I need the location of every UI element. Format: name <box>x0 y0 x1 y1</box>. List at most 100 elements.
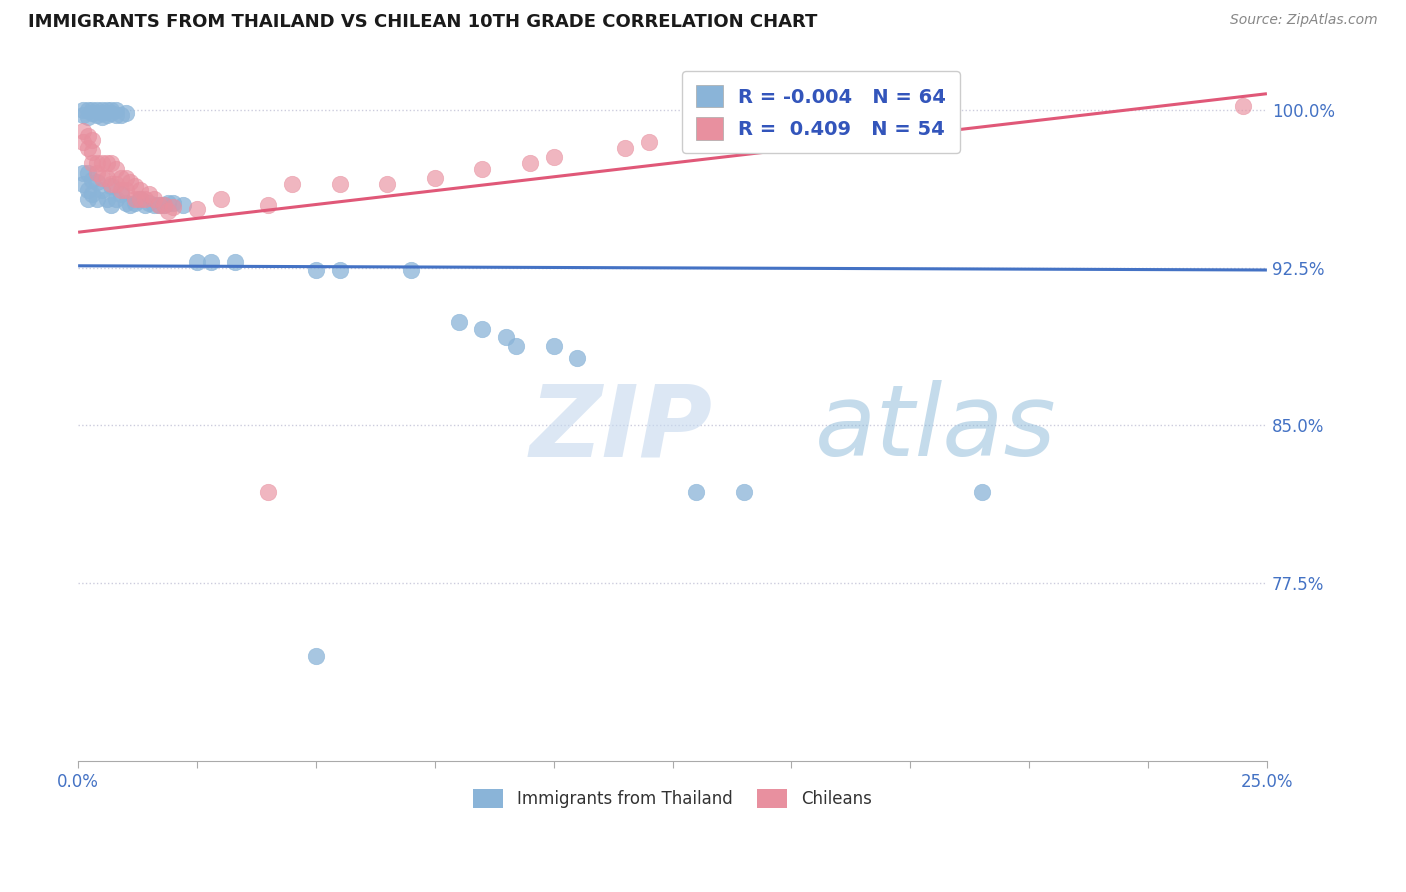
Point <box>281 177 304 191</box>
Point <box>124 192 146 206</box>
Point <box>96 103 118 118</box>
Point <box>685 128 707 143</box>
Point <box>105 162 128 177</box>
Point <box>76 103 98 118</box>
Point <box>110 187 132 202</box>
Point <box>152 198 174 212</box>
Point <box>76 141 98 155</box>
Point <box>148 198 170 212</box>
Point <box>82 103 104 118</box>
Point <box>152 198 174 212</box>
Point <box>828 114 851 128</box>
Point <box>100 179 122 194</box>
Point <box>898 103 921 118</box>
Point <box>114 195 136 210</box>
Point <box>96 192 118 206</box>
Point <box>129 192 152 206</box>
Point <box>82 187 104 202</box>
Point <box>138 187 160 202</box>
Point <box>970 485 993 500</box>
Point <box>90 170 112 185</box>
Point <box>495 330 517 344</box>
Point <box>114 170 136 185</box>
Point <box>157 204 180 219</box>
Point <box>72 124 94 138</box>
Point <box>96 170 118 185</box>
Point <box>129 192 152 206</box>
Point <box>162 200 184 214</box>
Point <box>134 198 156 212</box>
Point <box>637 135 659 149</box>
Point <box>105 192 128 206</box>
Point <box>399 263 422 277</box>
Point <box>72 166 94 180</box>
Point <box>733 124 755 138</box>
Point <box>72 108 94 122</box>
Point <box>447 315 470 329</box>
Point <box>471 322 494 336</box>
Point <box>124 179 146 194</box>
Point <box>143 192 166 206</box>
Point <box>86 103 108 118</box>
Point <box>86 156 108 170</box>
Point <box>543 338 565 352</box>
Point <box>72 177 94 191</box>
Point <box>780 120 803 135</box>
Point <box>186 202 208 216</box>
Point <box>209 192 232 206</box>
Point <box>82 156 104 170</box>
Point <box>76 166 98 180</box>
Point <box>876 108 898 122</box>
Point <box>86 108 108 122</box>
Point <box>613 141 636 155</box>
Point <box>114 183 136 197</box>
Text: ZIP: ZIP <box>530 380 713 477</box>
Point <box>72 135 94 149</box>
Point <box>82 105 104 120</box>
Point <box>922 102 945 116</box>
Point <box>1232 99 1254 113</box>
Point <box>120 198 142 212</box>
Point <box>172 198 194 212</box>
Point <box>105 108 128 122</box>
Point <box>100 156 122 170</box>
Point <box>543 150 565 164</box>
Point <box>733 485 755 500</box>
Point <box>329 177 352 191</box>
Point <box>329 263 352 277</box>
Point <box>186 254 208 268</box>
Point <box>157 195 180 210</box>
Text: atlas: atlas <box>815 380 1057 477</box>
Point <box>90 103 112 118</box>
Point <box>685 485 707 500</box>
Point <box>200 254 222 268</box>
Point <box>257 198 280 212</box>
Text: Source: ZipAtlas.com: Source: ZipAtlas.com <box>1230 13 1378 28</box>
Point <box>82 133 104 147</box>
Point <box>148 198 170 212</box>
Point <box>105 103 128 118</box>
Point <box>72 103 94 118</box>
Point <box>86 192 108 206</box>
Point <box>305 263 328 277</box>
Point <box>76 128 98 143</box>
Point <box>124 195 146 210</box>
Point <box>110 170 132 185</box>
Point <box>82 145 104 160</box>
Point <box>120 175 142 189</box>
Point <box>86 166 108 180</box>
Point <box>505 338 527 352</box>
Point <box>305 649 328 664</box>
Point <box>86 175 108 189</box>
Point <box>100 105 122 120</box>
Point <box>471 162 494 177</box>
Point <box>96 108 118 122</box>
Point <box>90 183 112 197</box>
Point <box>105 177 128 191</box>
Point <box>423 170 446 185</box>
Point <box>110 108 132 122</box>
Point <box>375 177 398 191</box>
Point <box>90 105 112 120</box>
Point <box>82 173 104 187</box>
Point <box>76 183 98 197</box>
